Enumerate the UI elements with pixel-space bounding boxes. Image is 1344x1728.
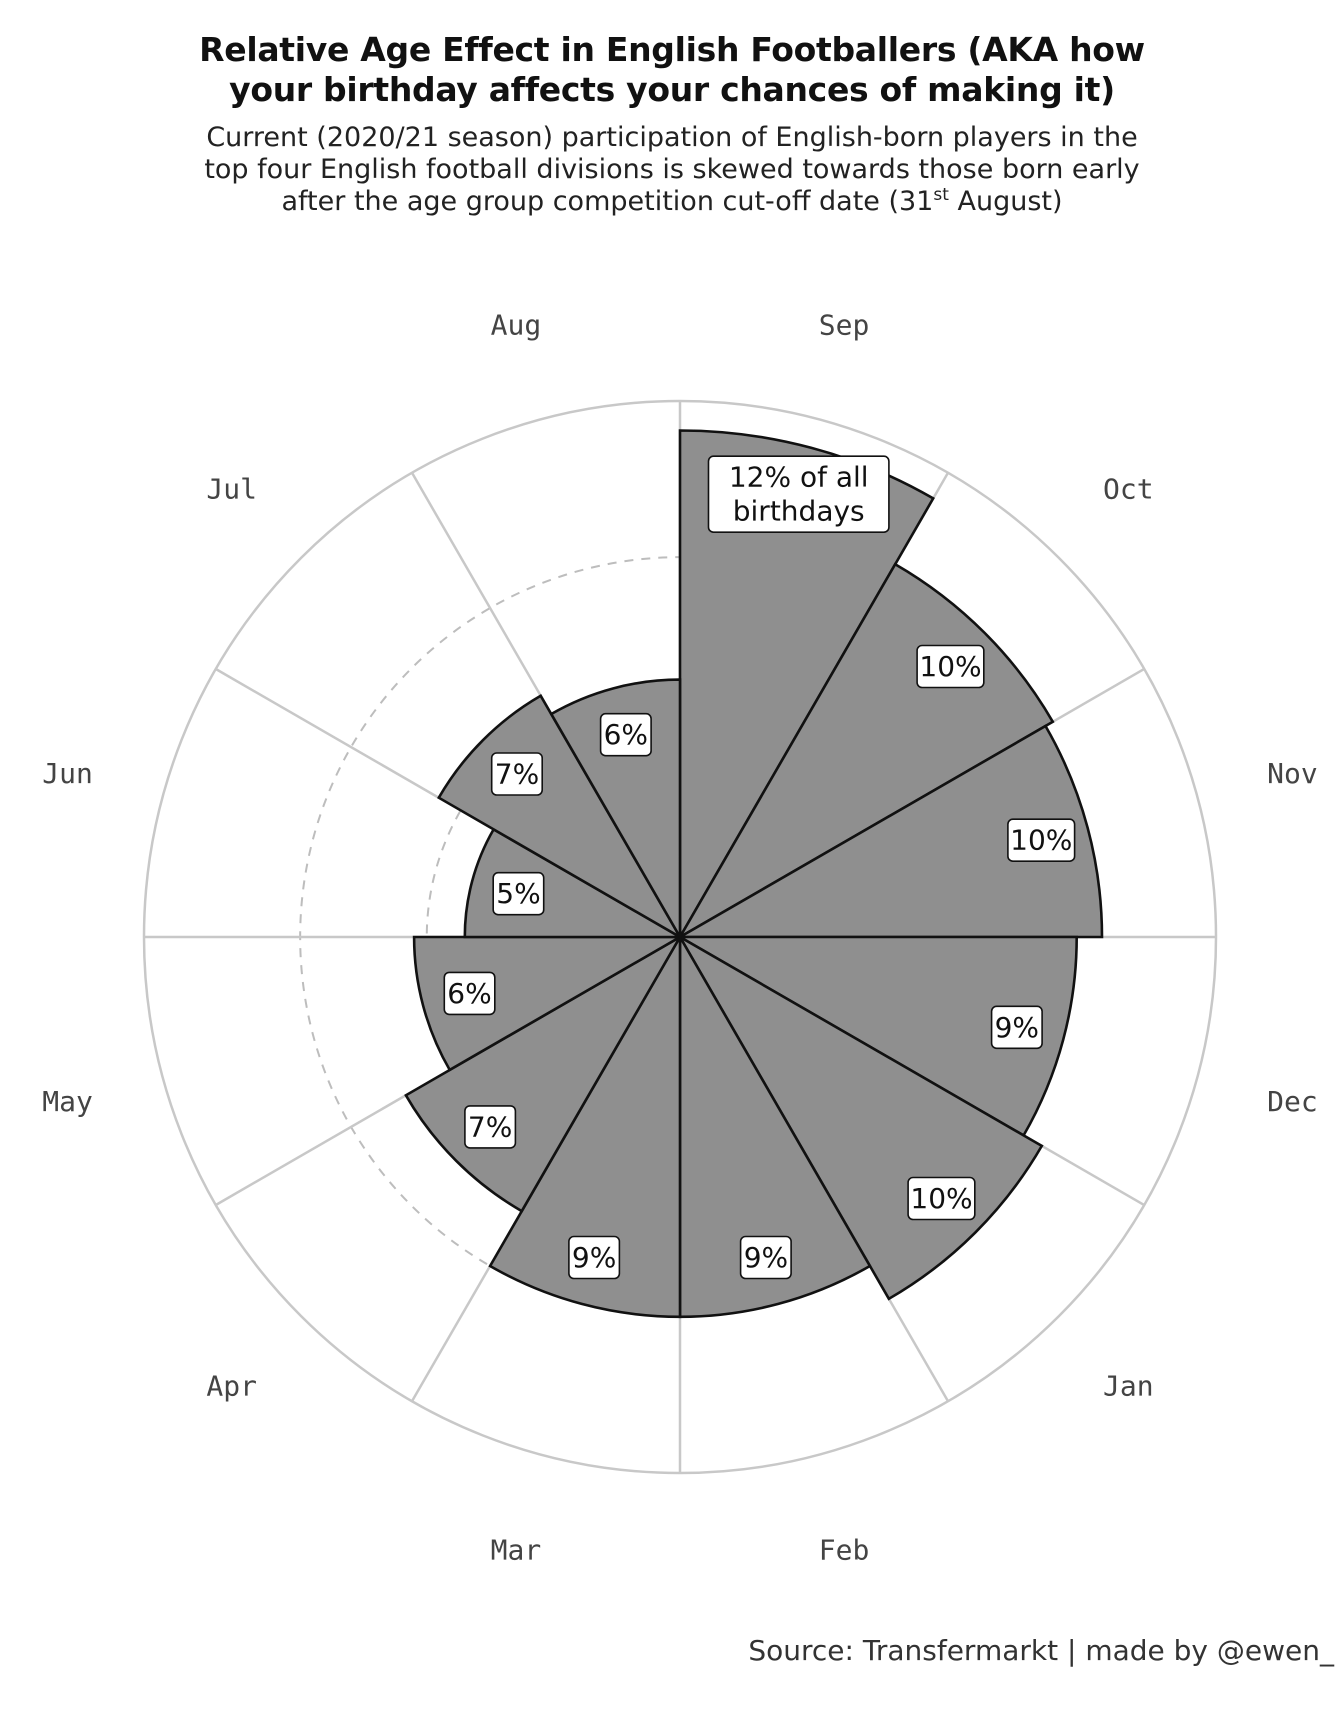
chart-title-line-2: your birthday affects your chances of ma… bbox=[229, 70, 1115, 109]
bar-nov bbox=[675, 724, 1104, 939]
axis-label-dec: Dec bbox=[1267, 1085, 1318, 1118]
value-label-aug: 6% bbox=[599, 712, 652, 757]
value-label-box bbox=[1007, 818, 1076, 863]
subtitle-line-3-pre: after the age group competition cut-off … bbox=[281, 186, 934, 217]
value-label-oct: 10% bbox=[916, 644, 985, 689]
value-label-box bbox=[707, 455, 890, 534]
axis-label-mar: Mar bbox=[491, 1533, 542, 1566]
bar-sep bbox=[678, 429, 935, 942]
value-label-apr: 7% bbox=[464, 1105, 517, 1149]
axis-label-aug: Aug bbox=[491, 309, 542, 342]
value-label-box bbox=[990, 1005, 1043, 1050]
subtitle-line-3-post: August) bbox=[948, 186, 1063, 217]
subtitle-line-3-sup: st bbox=[933, 185, 949, 205]
axis-label-apr: Apr bbox=[206, 1369, 257, 1402]
value-label-text: 10% bbox=[1010, 824, 1072, 857]
axis-label-sep: Sep bbox=[819, 309, 870, 342]
bar-dec bbox=[675, 935, 1079, 1138]
axis-label-nov: Nov bbox=[1267, 757, 1318, 790]
axis-label-oct: Oct bbox=[1103, 473, 1154, 506]
chart-subtitle-line-2: top four English football divisions is s… bbox=[204, 154, 1140, 185]
value-label-text: 10% bbox=[910, 1182, 972, 1215]
value-label-jul: 7% bbox=[490, 752, 544, 796]
value-label-box bbox=[492, 871, 545, 916]
value-label-text: 10% bbox=[919, 650, 981, 683]
value-label-text: 12% of all bbox=[729, 461, 869, 494]
value-label-nov: 10% bbox=[1007, 818, 1076, 863]
value-label-may: 6% bbox=[443, 971, 496, 1016]
title-block: Relative Age Effect in English Footballe… bbox=[0, 30, 1344, 218]
bar-feb bbox=[678, 932, 872, 1319]
value-label-text: 9% bbox=[572, 1241, 616, 1274]
axis-label-feb: Feb bbox=[819, 1533, 870, 1566]
value-label-text: 6% bbox=[604, 718, 648, 751]
value-label-text: 9% bbox=[744, 1241, 788, 1274]
chart-subtitle: Current (2020/21 season) participation o… bbox=[0, 122, 1344, 218]
value-label-mar: 9% bbox=[568, 1235, 621, 1280]
axis-label-jan: Jan bbox=[1103, 1369, 1154, 1402]
value-label-box bbox=[490, 752, 544, 796]
axis-label-jun: Jun bbox=[42, 757, 93, 790]
chart-title: Relative Age Effect in English Footballe… bbox=[0, 30, 1344, 110]
value-label-box bbox=[907, 1176, 976, 1221]
axis-label-may: May bbox=[42, 1085, 93, 1118]
value-label-text: birthdays bbox=[733, 495, 865, 528]
value-label-jun: 5% bbox=[492, 871, 545, 916]
value-label-box bbox=[568, 1235, 621, 1280]
value-label-box bbox=[739, 1235, 792, 1280]
value-label-text: 7% bbox=[468, 1110, 512, 1143]
value-label-text: 7% bbox=[495, 758, 539, 791]
value-label-box bbox=[443, 971, 496, 1016]
value-label-text: 5% bbox=[496, 877, 540, 910]
source-caption: Source: Transfermarkt | made by @ewen_ bbox=[748, 1634, 1334, 1667]
chart-subtitle-line-3: after the age group competition cut-off … bbox=[0, 186, 1344, 218]
value-label-dec: 9% bbox=[990, 1005, 1043, 1050]
value-label-text: 6% bbox=[447, 977, 491, 1010]
chart-subtitle-line-1: Current (2020/21 season) participation o… bbox=[206, 122, 1138, 153]
bar-may bbox=[412, 935, 685, 1072]
value-label-feb: 9% bbox=[739, 1235, 792, 1280]
value-label-jan: 10% bbox=[907, 1176, 976, 1221]
value-label-box bbox=[916, 644, 985, 689]
axis-label-jul: Jul bbox=[206, 473, 257, 506]
value-label-box bbox=[599, 712, 652, 757]
chart-title-line-1: Relative Age Effect in English Footballe… bbox=[199, 30, 1145, 69]
value-label-box bbox=[464, 1105, 517, 1149]
bar-mar bbox=[488, 932, 682, 1319]
value-label-text: 9% bbox=[995, 1011, 1039, 1044]
